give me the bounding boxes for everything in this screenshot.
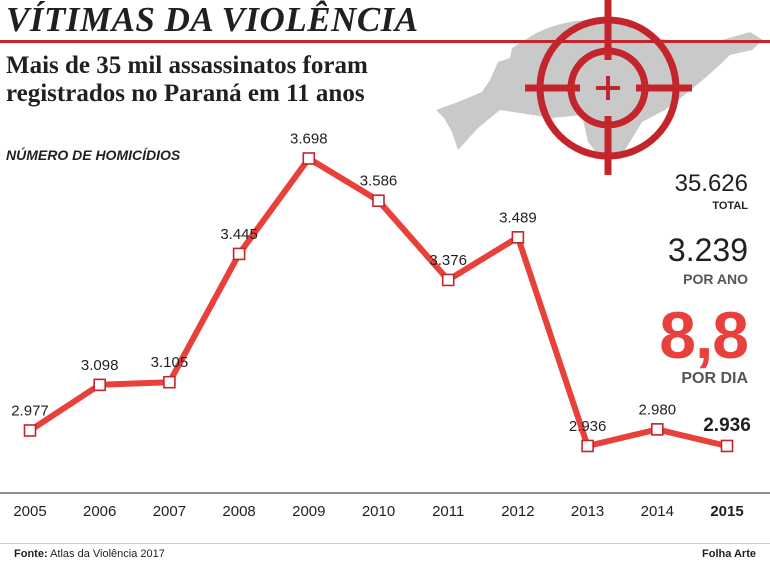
data-point: [372, 194, 385, 208]
data-label: 2.977: [11, 402, 49, 419]
stat-per-year-value: 3.239: [667, 232, 748, 268]
source-label: Fonte:: [14, 548, 48, 560]
data-label: 3.698: [290, 130, 328, 147]
subtitle-line-2: registrados no Paraná em 11 anos: [6, 80, 365, 107]
source-text: Atlas da Violência 2017: [50, 548, 165, 560]
data-point: [302, 152, 316, 165]
subtitle-line-1: Mais de 35 mil assassinatos foram: [6, 52, 368, 79]
data-point: [581, 439, 594, 453]
data-label: 2.936: [569, 418, 607, 435]
stat-per-day-label: POR DIA: [681, 370, 748, 387]
data-label: 2.936: [703, 415, 751, 436]
data-point: [441, 273, 455, 287]
data-point: [650, 423, 664, 436]
page-title: VÍTIMAS DA VIOLÊNCIA: [6, 0, 419, 39]
data-label: 3.376: [429, 252, 467, 269]
data-label: 3.489: [499, 209, 537, 226]
data-label: 3.105: [151, 354, 189, 371]
stat-total-value: 35.626: [674, 170, 748, 197]
data-point: [93, 378, 106, 392]
data-label: 2.980: [639, 401, 677, 418]
x-tick-label: 2009: [292, 503, 325, 520]
x-tick-label: 2013: [571, 503, 604, 520]
target-crosshair-icon: [436, 0, 763, 175]
crosshair: [525, 0, 692, 175]
y-axis-label: NÚMERO DE HOMICÍDIOS: [6, 147, 181, 163]
data-point: [511, 231, 525, 244]
x-tick-label: 2015: [710, 503, 743, 520]
x-tick-label: 2012: [501, 503, 534, 520]
title-rule: [0, 40, 770, 43]
data-label: 3.586: [360, 173, 398, 190]
footer-rule: [0, 543, 770, 544]
x-tick-label: 2011: [432, 503, 464, 520]
source-note: Fonte: Atlas da Violência 2017: [14, 548, 165, 560]
data-point: [23, 424, 37, 437]
x-tick-label: 2007: [153, 503, 186, 520]
x-tick-label: 2006: [83, 503, 116, 520]
line-chart: 2.977 2005 3.098 2006 3.105 2007 3.445 2008 3.69…: [0, 130, 770, 520]
x-tick-label: 2010: [362, 503, 395, 520]
x-tick-label: 2008: [222, 503, 255, 520]
data-label: 3.445: [220, 226, 258, 243]
x-tick-label: 2014: [641, 503, 674, 520]
x-tick-label: 2005: [13, 503, 46, 520]
data-point: [163, 375, 176, 389]
stat-per-year-label: POR ANO: [683, 271, 748, 287]
stat-total-label: TOTAL: [712, 200, 748, 212]
stat-per-day-value: 8,8: [659, 298, 749, 372]
data-label: 3.098: [81, 357, 119, 374]
credit: Folha Arte: [702, 548, 756, 560]
data-point: [232, 247, 246, 261]
data-point: [720, 439, 734, 453]
